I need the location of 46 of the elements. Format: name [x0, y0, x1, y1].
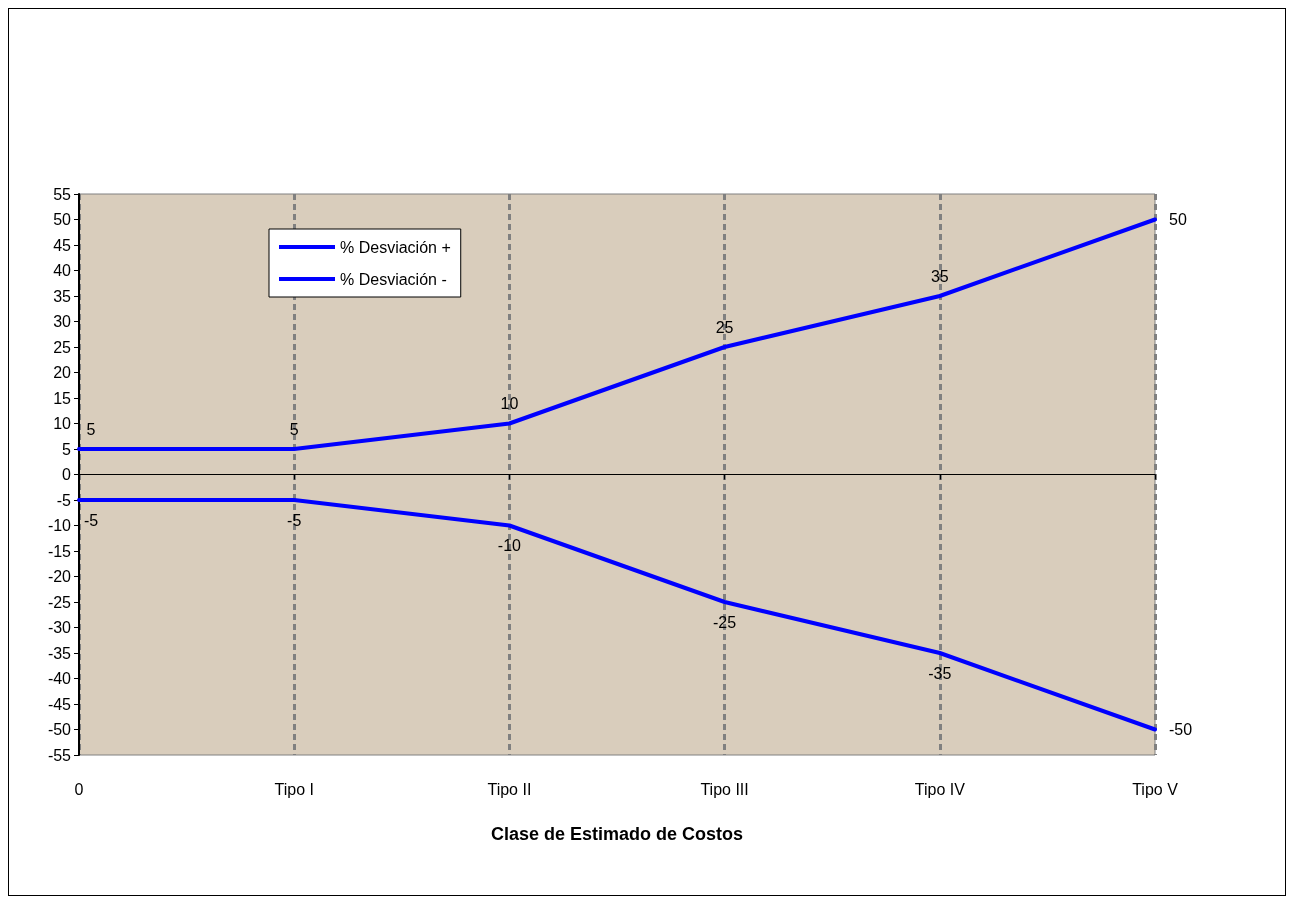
- data-label: -35: [928, 664, 952, 682]
- data-label: 50: [1169, 211, 1187, 228]
- data-label: 25: [715, 318, 734, 336]
- y-tick-label: 45: [53, 236, 72, 254]
- data-label: -50: [1169, 721, 1193, 738]
- y-tick-label: 10: [53, 415, 72, 432]
- x-tick-label: Tipo III: [700, 780, 749, 798]
- y-tick-label: 35: [53, 287, 72, 305]
- y-tick-label: -15: [47, 542, 72, 560]
- y-tick-label: 5: [62, 440, 72, 458]
- y-tick-label: 25: [53, 338, 72, 356]
- y-tick-label: -30: [47, 619, 72, 636]
- y-tick-label: 50: [53, 211, 72, 228]
- x-tick-label: Tipo II: [487, 780, 532, 798]
- y-tick-label: -35: [47, 644, 72, 662]
- x-tick-label: 0: [74, 780, 84, 798]
- y-tick-label: -55: [47, 746, 72, 764]
- y-tick-label: -50: [47, 721, 72, 738]
- x-axis-title: Clase de Estimado de Costos: [490, 824, 744, 844]
- data-label: -10: [497, 537, 522, 554]
- y-tick-label: 0: [62, 466, 72, 483]
- y-tick-label: 40: [53, 262, 72, 279]
- line-series: [77, 498, 1157, 732]
- x-tick-label: Tipo I: [274, 780, 314, 798]
- data-label: 10: [500, 395, 519, 412]
- data-label: 5: [289, 420, 299, 438]
- legend-label: % Desviación -: [340, 270, 447, 288]
- data-label: -25: [713, 613, 737, 631]
- data-label: 35: [930, 267, 949, 285]
- data-label: -5: [83, 511, 99, 529]
- y-tick-label: -5: [56, 491, 72, 509]
- x-tick-label: Tipo V: [1132, 780, 1179, 798]
- y-tick-label: 55: [53, 185, 72, 203]
- legend-label: % Desviación +: [340, 238, 451, 256]
- y-tick-label: 30: [53, 313, 72, 330]
- data-label: 5: [86, 420, 96, 438]
- data-label: -5: [287, 511, 302, 529]
- y-tick-label: -20: [47, 568, 72, 585]
- y-tick-label: 15: [53, 389, 72, 407]
- y-tick-label: 20: [53, 364, 72, 381]
- line-series: [77, 217, 1157, 451]
- y-tick-label: -40: [47, 670, 72, 687]
- x-tick-label: Tipo IV: [914, 780, 966, 798]
- y-tick-label: -25: [47, 593, 72, 611]
- y-tick-label: -10: [47, 517, 72, 534]
- y-tick-label: -45: [47, 695, 72, 713]
